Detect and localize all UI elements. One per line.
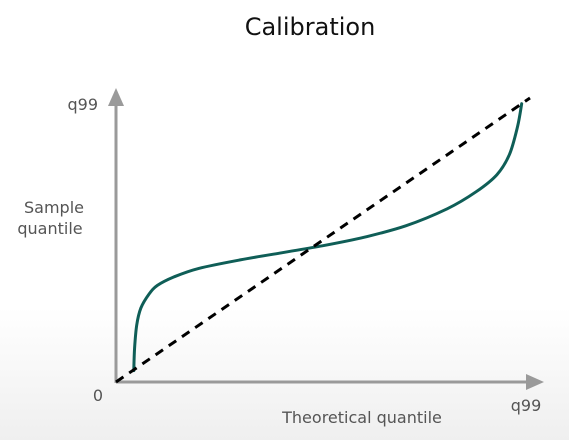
x-axis-label: Theoretical quantile [281, 408, 442, 427]
x-axis [116, 374, 544, 390]
reference-diagonal-line [115, 96, 531, 384]
series-layer [115, 96, 531, 384]
x-tick-label-end: q99 [511, 396, 542, 415]
chart-title: Calibration [245, 13, 376, 41]
y-axis-label-line2: quantile [17, 219, 82, 238]
y-tick-label-end: q99 [67, 95, 98, 114]
calibration-curve [132, 102, 524, 373]
x-tick-label-start: 0 [93, 386, 103, 405]
x-axis-arrow-icon [526, 374, 544, 390]
y-axis-arrow-icon [108, 88, 124, 106]
y-axis-label-line1: Sample [24, 198, 84, 217]
y-axis [108, 88, 124, 383]
